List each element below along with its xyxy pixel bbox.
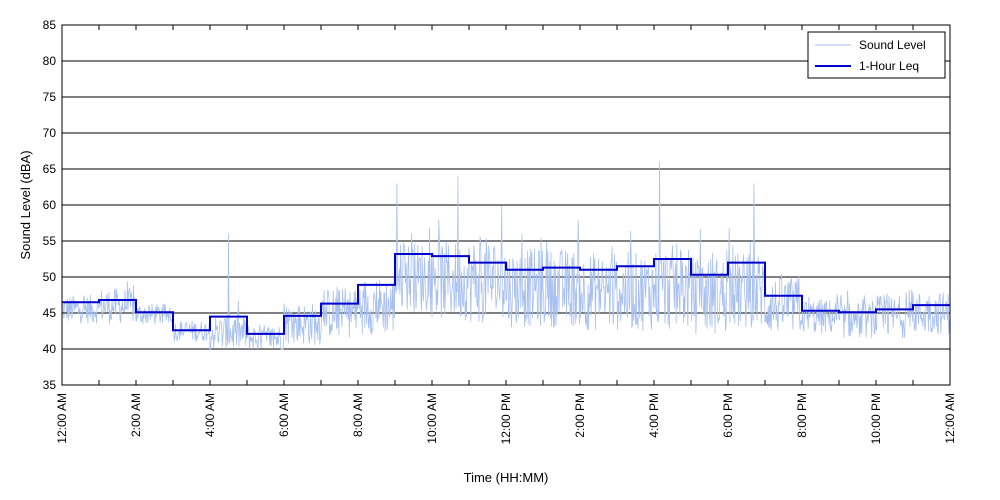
y-tick-label: 40 xyxy=(43,342,57,356)
x-tick-label: 10:00 PM xyxy=(869,393,883,444)
x-tick-label: 4:00 PM xyxy=(647,393,661,438)
x-axis-title: Time (HH:MM) xyxy=(464,470,549,485)
y-tick-label: 85 xyxy=(43,18,57,32)
legend-box xyxy=(807,31,946,79)
x-tick-label: 2:00 PM xyxy=(573,393,587,438)
y-tick-label: 55 xyxy=(43,234,57,248)
y-tick-label: 75 xyxy=(43,90,57,104)
y-tick-label: 45 xyxy=(43,306,57,320)
x-tick-label: 2:00 AM xyxy=(129,393,143,437)
legend: Sound Level 1-Hour Leq xyxy=(807,31,946,79)
leq-step-line xyxy=(62,253,950,335)
leq-series xyxy=(62,253,950,335)
y-axis-title: Sound Level (dBA) xyxy=(18,150,33,259)
x-tick-label: 8:00 PM xyxy=(795,393,809,438)
x-axis-ticks: 12:00 AM 2:00 AM 4:00 AM 6:00 AM 8:00 AM 10:0… xyxy=(55,25,957,444)
y-tick-label: 65 xyxy=(43,162,57,176)
x-tick-label: 6:00 AM xyxy=(277,393,291,437)
y-tick-label: 60 xyxy=(43,198,57,212)
y-tick-label: 50 xyxy=(43,270,57,284)
x-tick-label: 10:00 AM xyxy=(425,393,439,444)
x-tick-label: 12:00 AM xyxy=(943,393,957,444)
x-tick-label: 12:00 PM xyxy=(499,393,513,444)
x-tick-label: 8:00 AM xyxy=(351,393,365,437)
y-tick-label: 80 xyxy=(43,54,57,68)
x-tick-label: 6:00 PM xyxy=(721,393,735,438)
legend-label-sound-level: Sound Level xyxy=(859,38,926,52)
y-axis-ticks: 35 40 45 50 55 60 65 70 75 80 85 xyxy=(43,18,67,392)
legend-label-leq: 1-Hour Leq xyxy=(859,59,919,73)
x-tick-label: 12:00 AM xyxy=(55,393,69,444)
sound-level-series xyxy=(61,161,951,350)
y-tick-label: 35 xyxy=(43,378,57,392)
y-tick-label: 70 xyxy=(43,126,57,140)
sound-level-line xyxy=(61,161,951,350)
x-tick-label: 4:00 AM xyxy=(203,393,217,437)
